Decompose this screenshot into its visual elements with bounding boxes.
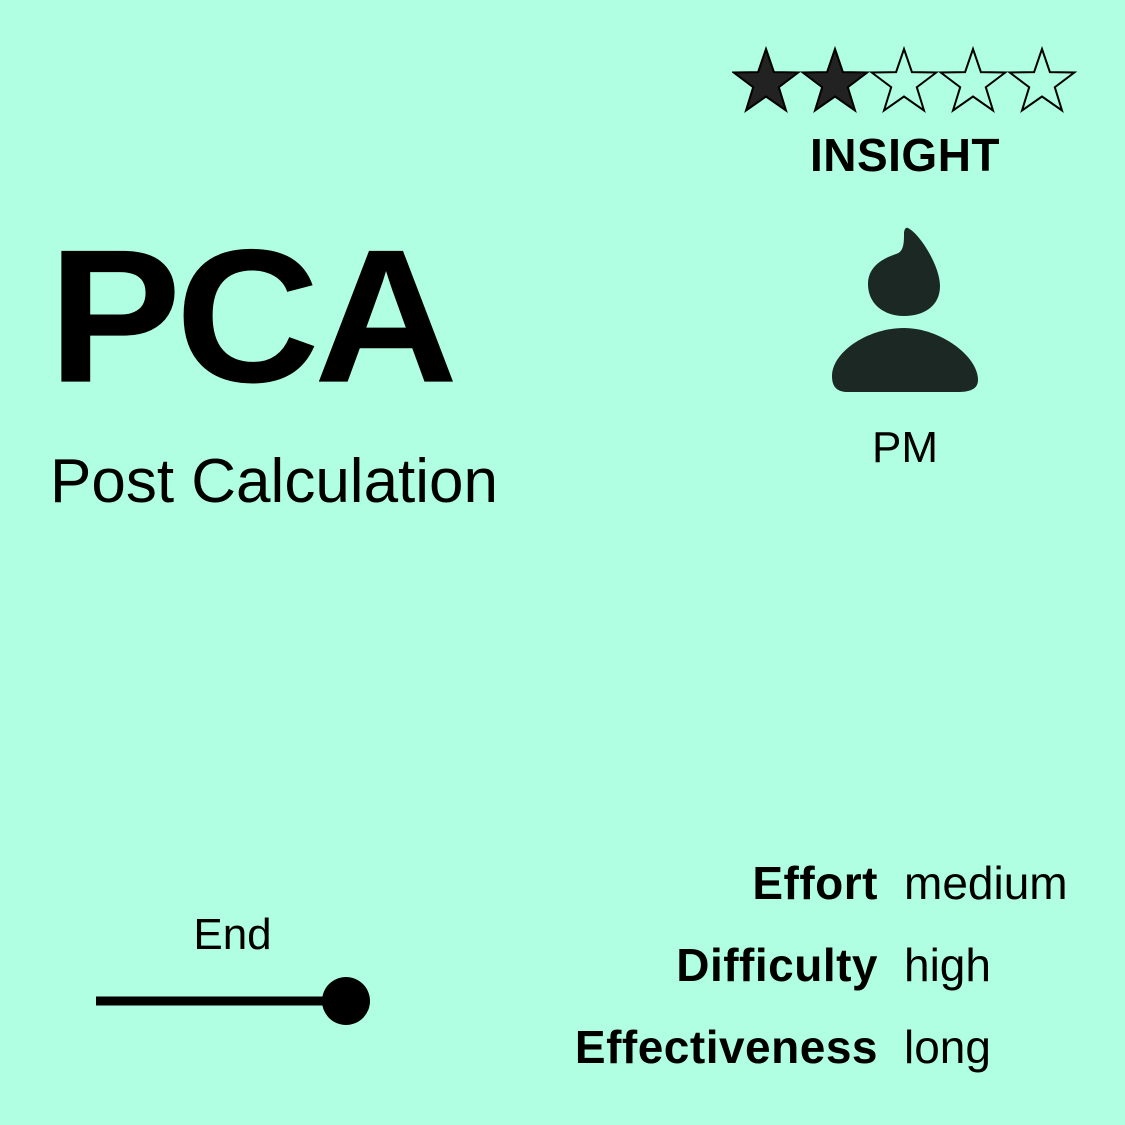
method-abbreviation: PCA (48, 210, 458, 423)
attribute-name: Difficulty (676, 939, 878, 991)
attribute-row-difficulty: Difficulty high (470, 938, 1090, 1020)
star-empty-icon (868, 46, 940, 113)
phase-marker (322, 977, 370, 1025)
attribute-value: medium (904, 857, 1068, 909)
attribute-row-effort: Effort medium (470, 856, 1090, 938)
attribute-name: Effectiveness (574, 1021, 878, 1073)
attribute-name: Effort (752, 857, 878, 909)
star-empty-icon (937, 46, 1009, 113)
attributes-list: Effort medium Difficulty high Effectiven… (470, 856, 1090, 1102)
person-icon (828, 226, 980, 394)
star-empty-icon (1006, 46, 1077, 113)
phase-indicator (96, 977, 371, 1027)
attribute-row-effectiveness: Effectiveness long (470, 1020, 1090, 1102)
attribute-value: high (904, 939, 991, 991)
star-filled-icon (799, 46, 871, 113)
category-label: INSIGHT (809, 129, 1001, 181)
star-rating (732, 46, 1077, 118)
star-filled-icon (732, 46, 802, 113)
phase-label: End (193, 910, 272, 959)
method-full-name: Post Calculation (50, 447, 499, 516)
attribute-value: long (904, 1021, 991, 1073)
role-label: PM (872, 423, 938, 472)
